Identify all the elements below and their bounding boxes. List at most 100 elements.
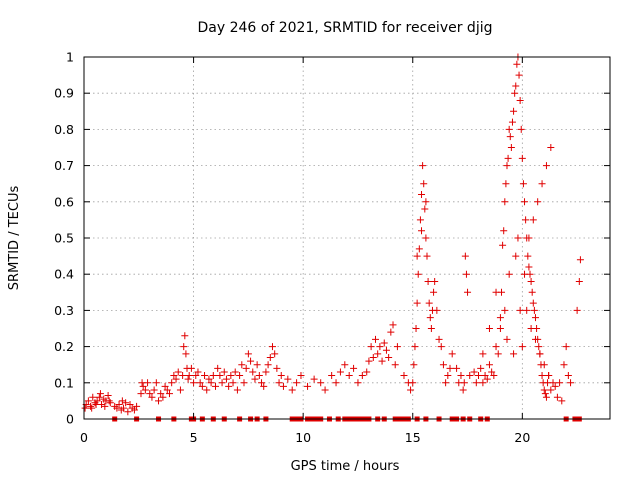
data-point [413, 299, 421, 307]
data-point [505, 270, 513, 278]
data-point [297, 372, 305, 380]
data-point [168, 379, 176, 387]
data-point [155, 397, 163, 405]
data-point [266, 353, 274, 361]
data-point [148, 393, 156, 401]
data-point [442, 379, 450, 387]
data-point [515, 71, 523, 79]
data-point [139, 382, 147, 390]
data-point [419, 162, 427, 170]
data-point [500, 227, 508, 235]
data-point [485, 361, 493, 369]
data-point [414, 270, 422, 278]
data-point [516, 306, 524, 314]
data-point [304, 382, 312, 390]
data-point [459, 386, 467, 394]
data-point [184, 375, 192, 383]
data-point [159, 393, 167, 401]
data-point [534, 198, 542, 206]
data-point [92, 401, 100, 409]
data-point [423, 252, 431, 260]
data-point [201, 372, 209, 380]
data-point [176, 386, 184, 394]
data-point [413, 252, 421, 260]
data-point [253, 361, 261, 369]
data-point [479, 350, 487, 358]
data-point [517, 125, 525, 133]
data-point [562, 343, 570, 351]
data-point [521, 198, 529, 206]
data-point [507, 144, 515, 151]
data-point [541, 390, 549, 398]
data-point [529, 216, 537, 224]
data-point [367, 343, 375, 351]
data-point [412, 325, 420, 332]
data-point [523, 306, 531, 314]
data-point [174, 368, 182, 376]
data-point [363, 368, 371, 376]
data-point [89, 393, 97, 401]
data-point [464, 288, 472, 296]
data-point [376, 343, 384, 351]
data-point [421, 205, 429, 213]
data-point [439, 361, 447, 369]
data-point [196, 379, 204, 387]
data-point [530, 306, 538, 314]
data-point [409, 379, 417, 387]
data-point [519, 180, 527, 188]
data-point [424, 277, 432, 285]
data-point [444, 372, 452, 380]
data-point [518, 154, 526, 162]
x-tick-label: 5 [190, 430, 198, 445]
data-point [277, 372, 285, 380]
data-point [477, 364, 485, 372]
data-point [521, 270, 529, 278]
data-point [240, 379, 248, 387]
data-point [144, 379, 152, 387]
data-point [391, 361, 399, 369]
data-point [527, 277, 535, 285]
data-point [551, 382, 559, 390]
data-point [411, 343, 419, 351]
data-point [425, 299, 433, 307]
data-point [525, 263, 533, 271]
data-point [203, 386, 211, 394]
data-point [124, 408, 132, 416]
data-point [247, 357, 255, 365]
data-point [485, 325, 493, 332]
data-point [503, 162, 511, 170]
data-point [84, 397, 92, 405]
data-point [198, 382, 206, 390]
data-point [506, 133, 514, 141]
data-point [310, 375, 318, 383]
data-point [350, 364, 358, 372]
data-point [371, 335, 379, 343]
data-point [538, 180, 546, 188]
data-point [262, 368, 270, 376]
data-point [549, 379, 557, 387]
data-point [187, 364, 195, 372]
x-tick-label: 10 [295, 430, 311, 445]
data-point [410, 361, 418, 369]
data-point [146, 390, 154, 398]
data-point [194, 368, 202, 376]
data-point [104, 391, 112, 399]
y-tick-label: 0.5 [54, 231, 74, 246]
data-point [271, 350, 279, 358]
data-point [101, 402, 109, 410]
data-point [501, 198, 509, 206]
data-point [553, 393, 561, 401]
data-point [492, 343, 500, 351]
chart-title: Day 246 of 2021, SRMTID for receiver dji… [198, 20, 493, 36]
data-point [244, 350, 252, 358]
y-axis-label: SRMTID / TECUs [7, 186, 22, 291]
data-point [547, 144, 555, 151]
data-point [387, 328, 395, 336]
data-point [365, 357, 373, 365]
data-point [457, 372, 465, 380]
data-point [503, 335, 511, 343]
data-point [502, 180, 510, 188]
data-point [516, 96, 524, 104]
data-point [358, 372, 366, 380]
data-point [231, 368, 239, 376]
